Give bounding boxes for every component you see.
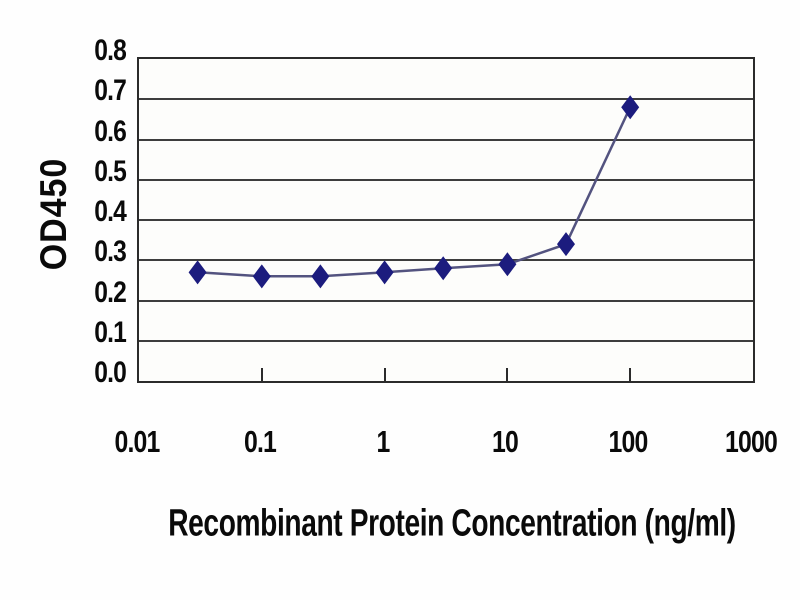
x-tick-label: 0.01: [114, 424, 160, 459]
x-tick-mark: [260, 368, 263, 381]
data-point-marker: [375, 260, 394, 285]
series-layer: [188, 95, 640, 289]
x-tick-label: 10: [492, 424, 519, 459]
gridline: [139, 138, 753, 141]
data-point-marker: [434, 256, 453, 281]
x-tick-mark: [629, 368, 632, 381]
gridline: [139, 98, 753, 101]
gridline: [139, 299, 753, 302]
data-point-marker: [311, 264, 330, 289]
data-point-marker: [252, 264, 271, 289]
y-tick-label: 0.5: [94, 154, 127, 188]
y-tick-label: 0.6: [94, 114, 127, 148]
y-tick-label: 0.0: [94, 356, 127, 389]
y-tick-label: 0.3: [94, 235, 127, 269]
y-tick-label: 0.7: [94, 74, 127, 108]
y-tick-label: 0.4: [94, 195, 127, 228]
x-tick-label: 1: [376, 424, 390, 459]
data-point-marker: [498, 252, 517, 277]
data-point-marker: [556, 232, 575, 257]
x-tick-label: 0.1: [243, 424, 277, 459]
x-axis-title: Recombinant Protein Concentration (ng/ml…: [168, 502, 736, 545]
x-tick-mark: [383, 368, 386, 381]
gridline: [139, 178, 753, 181]
data-point-marker: [621, 95, 640, 120]
plot-inner: [139, 59, 753, 381]
data-point-marker: [188, 260, 207, 285]
gridline: [139, 219, 753, 221]
x-tick-label: 1000: [725, 424, 778, 459]
y-tick-label: 0.2: [94, 275, 127, 309]
series-line: [197, 106, 632, 278]
x-tick-label: 100: [608, 424, 649, 459]
x-tick-mark: [506, 368, 509, 381]
plot-area: [137, 57, 755, 383]
y-tick-label: 0.8: [94, 34, 127, 67]
gridline: [139, 339, 753, 342]
y-tick-label: 0.1: [94, 315, 127, 349]
